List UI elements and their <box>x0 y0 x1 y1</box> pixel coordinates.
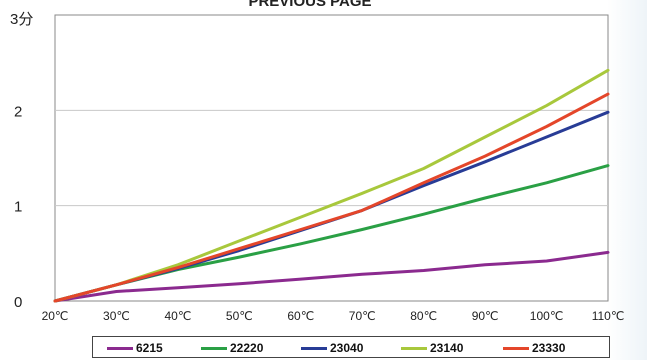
x-tick-label: 60℃ <box>287 309 314 323</box>
plot-area <box>54 14 609 302</box>
series-lines <box>53 68 610 303</box>
legend-swatch <box>301 346 327 350</box>
y-tick-label: 0 <box>14 294 22 311</box>
x-tick-label: 20℃ <box>42 309 69 323</box>
legend-item-23330: 23330 <box>503 340 565 356</box>
x-tick-label: 90℃ <box>472 309 499 323</box>
x-tick-label: 80℃ <box>410 309 437 323</box>
x-axis-ticks: 20℃ 30℃ 40℃ 50℃ 60℃ 70℃ 80℃ 90℃ 100℃ 110℃ <box>42 309 625 323</box>
legend-swatch <box>401 346 427 350</box>
chart-title: PREVIOUS PAGE <box>248 0 371 10</box>
legend-swatch <box>107 346 133 350</box>
y-tick-label: 3分 <box>10 11 33 28</box>
x-tick-label: 70℃ <box>349 309 376 323</box>
x-tick-label: 110℃ <box>592 309 625 323</box>
legend-label: 23330 <box>532 341 566 355</box>
background-fade <box>607 0 647 360</box>
legend-swatch <box>503 346 529 350</box>
x-tick-label: 100℃ <box>530 309 564 323</box>
y-tick-label: 2 <box>14 103 22 120</box>
legend-label: 6215 <box>136 341 163 355</box>
y-tick-label: 1 <box>14 199 22 216</box>
x-tick-label: 50℃ <box>226 309 253 323</box>
series-line-23330 <box>53 92 610 303</box>
legend-label: 23140 <box>430 341 464 355</box>
legend-item-23140: 23140 <box>401 340 463 356</box>
legend-item-22220: 22220 <box>201 340 263 356</box>
series-line-6215 <box>53 250 610 303</box>
legend-swatch <box>201 346 227 350</box>
x-tick-label: 40℃ <box>164 309 191 323</box>
legend-label: 23040 <box>330 341 364 355</box>
x-tick-label: 30℃ <box>103 309 130 323</box>
y-axis-ticks: 0 1 2 3分 <box>10 11 33 311</box>
legend-item-6215: 6215 <box>107 340 163 356</box>
legend: 6215 22220 23040 23140 23330 <box>92 336 610 358</box>
legend-label: 22220 <box>230 341 264 355</box>
legend-item-23040: 23040 <box>301 340 363 356</box>
